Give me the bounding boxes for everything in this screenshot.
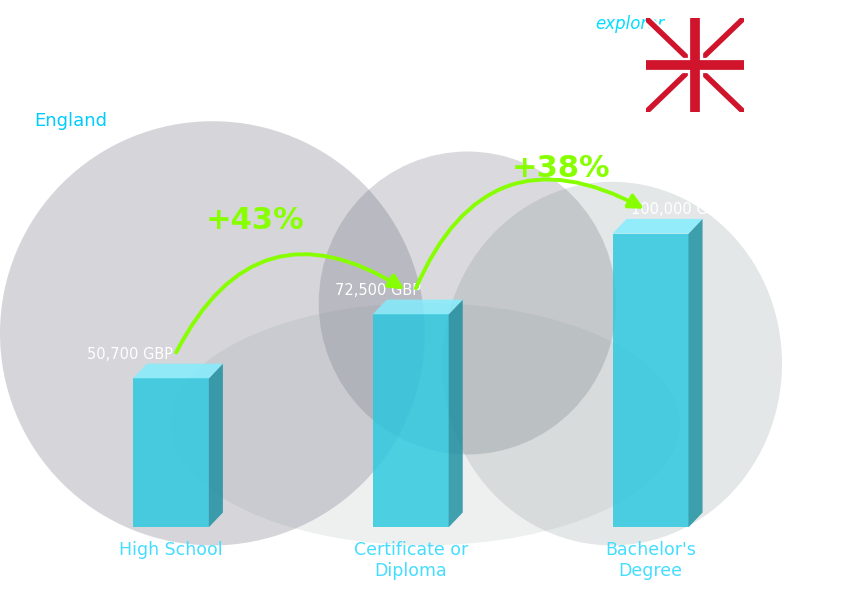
Polygon shape — [688, 219, 703, 527]
Ellipse shape — [170, 303, 680, 545]
Text: salary: salary — [540, 15, 590, 33]
Text: Salary Comparison By Education: Salary Comparison By Education — [34, 18, 567, 46]
Text: Communications Associate: Communications Associate — [34, 76, 298, 95]
Polygon shape — [373, 315, 449, 527]
Text: Average Yearly Salary: Average Yearly Salary — [824, 281, 838, 410]
Polygon shape — [133, 364, 223, 378]
Ellipse shape — [319, 152, 616, 454]
Text: +43%: +43% — [206, 206, 304, 235]
Text: 100,000 GBP: 100,000 GBP — [631, 202, 726, 218]
Polygon shape — [613, 233, 689, 527]
Text: .com: .com — [661, 15, 702, 33]
Text: +38%: +38% — [512, 155, 610, 184]
Text: 50,700 GBP: 50,700 GBP — [87, 347, 173, 362]
Polygon shape — [209, 364, 223, 527]
Text: explorer: explorer — [595, 15, 665, 33]
Polygon shape — [613, 219, 703, 233]
Polygon shape — [373, 299, 462, 315]
Text: England: England — [34, 112, 107, 130]
Polygon shape — [133, 378, 209, 527]
Text: 72,500 GBP: 72,500 GBP — [335, 283, 421, 298]
Ellipse shape — [442, 182, 782, 545]
Ellipse shape — [0, 121, 425, 545]
Polygon shape — [449, 299, 462, 527]
